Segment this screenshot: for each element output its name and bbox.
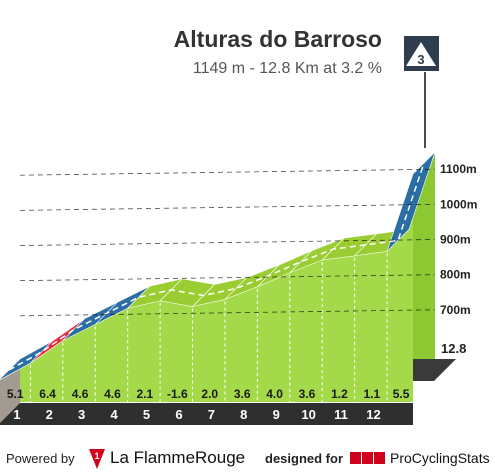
flamme-rouge-brand[interactable]: La FlammeRouge <box>110 448 245 468</box>
altitude-tick-label: 1000m <box>440 197 477 211</box>
km-label: 5 <box>143 407 150 422</box>
altitude-tick-label: 700m <box>440 303 471 317</box>
km-label: 4 <box>110 407 118 422</box>
km-label: 7 <box>208 407 215 422</box>
altitude-gridline <box>19 239 436 246</box>
svg-text:1: 1 <box>94 451 99 461</box>
category-badge-label: 3 <box>417 52 424 67</box>
km-label: 11 <box>334 407 348 422</box>
flamme-rouge-logo-icon: 1 <box>89 449 105 469</box>
gradient-label: 6.4 <box>39 387 56 401</box>
altitude-gridline <box>19 274 436 282</box>
altitude-gridline <box>19 309 436 317</box>
gradient-label: 5.5 <box>393 387 410 401</box>
km-label: 1 <box>13 407 20 422</box>
footer: Powered by 1 La FlammeRouge designed for… <box>0 446 495 474</box>
gradient-label: 4.6 <box>104 387 121 401</box>
brand-suffix: Rouge <box>195 448 246 467</box>
gradient-label: 5.1 <box>7 387 24 401</box>
km-label: 12 <box>366 407 380 422</box>
km-label: 3 <box>78 407 85 422</box>
brand-prefix: La Flamme <box>110 448 196 467</box>
chart-subtitle: 1149 m - 12.8 Km at 3.2 % <box>192 60 382 77</box>
gradient-label: 3.6 <box>299 387 316 401</box>
total-km-label: 12.8 <box>441 341 466 356</box>
km-strip <box>0 403 413 425</box>
altitude-tick-label: 1100m <box>440 162 477 176</box>
altitude-tick-label: 800m <box>440 268 471 282</box>
km-label: 2 <box>46 407 53 422</box>
road-center-line <box>8 162 425 371</box>
gradient-label: -1.6 <box>167 387 188 401</box>
km-label: 8 <box>240 407 247 422</box>
altitude-gridline <box>19 168 436 176</box>
gradient-label: 1.1 <box>364 387 381 401</box>
altitude-gridline <box>19 203 436 211</box>
km-label: 6 <box>175 407 182 422</box>
designed-for-label: designed for <box>265 451 344 466</box>
altitude-tick-label: 900m <box>440 233 471 247</box>
profile-front-face <box>0 174 413 402</box>
gradient-label: 4.0 <box>266 387 283 401</box>
gradient-label: 3.6 <box>234 387 251 401</box>
chart-title: Alturas do Barroso <box>173 26 382 52</box>
pcs-logo-icon <box>350 452 385 464</box>
category-badge-triangle <box>406 42 436 66</box>
top-surface-segment <box>386 151 436 252</box>
km-label: 10 <box>301 407 315 422</box>
gradient-label: 2.1 <box>137 387 154 401</box>
pcs-brand[interactable]: ProCyclingStats <box>390 450 490 466</box>
powered-by-label: Powered by <box>6 451 75 466</box>
gradient-label: 1.2 <box>331 387 348 401</box>
km-label: 9 <box>273 407 280 422</box>
gradient-label: 4.6 <box>72 387 89 401</box>
gradient-label: 2.0 <box>201 387 218 401</box>
